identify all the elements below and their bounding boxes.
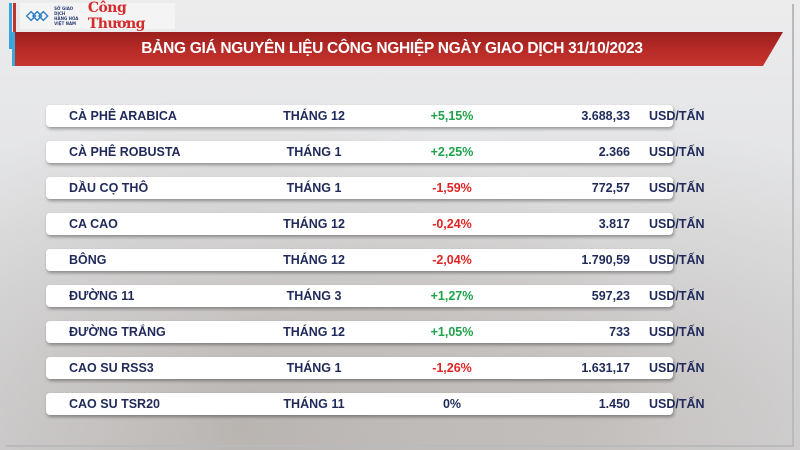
price-unit: USD/TẤN <box>649 217 705 231</box>
price-unit: USD/TẤN <box>649 325 705 339</box>
contract-month: THÁNG 12 <box>283 217 345 231</box>
logo: SỞ GIAO DỊCH HÀNG HÓA VIỆT NAM Công Thươ… <box>20 0 175 32</box>
commodity-name: CAO SU TSR20 <box>69 397 160 411</box>
price-change: -0,24% <box>432 217 472 231</box>
exchange-name: SỞ GIAO DỊCH HÀNG HÓA VIỆT NAM <box>54 6 79 26</box>
table-row: ĐƯỜNG TRẮNG THÁNG 12 +1,05% 733 USD/TẤN <box>46 321 705 343</box>
table-row: DẦU CỌ THÔ THÁNG 1 -1,59% 772,57 USD/TẤN <box>46 177 705 199</box>
commodity-name: BÔNG <box>69 253 107 267</box>
exchange-logo-icon <box>25 10 49 22</box>
price-unit: USD/TẤN <box>649 289 705 303</box>
contract-month: THÁNG 12 <box>283 325 345 339</box>
price-change: -1,59% <box>432 181 472 195</box>
table-row: ĐƯỜNG 11 THÁNG 3 +1,27% 597,23 USD/TẤN <box>46 285 705 307</box>
price-value: 1.790,59 <box>581 253 630 267</box>
price-unit: USD/TẤN <box>649 361 705 375</box>
commodity-name: DẦU CỌ THÔ <box>69 181 149 195</box>
price-value: 772,57 <box>591 181 630 195</box>
commodity-name: ĐƯỜNG 11 <box>69 289 135 303</box>
price-change: -1,26% <box>432 361 472 375</box>
contract-month: THÁNG 11 <box>283 397 345 411</box>
commodity-name: CÀ PHÊ ROBUSTA <box>69 145 181 159</box>
price-change: +2,25% <box>430 145 474 159</box>
table-row: CAO SU TSR20 THÁNG 11 0% 1.450 USD/TẤN <box>46 393 705 415</box>
price-unit: USD/TẤN <box>649 253 705 267</box>
price-value: 3.688,33 <box>581 109 630 123</box>
contract-month: THÁNG 1 <box>286 361 342 375</box>
price-value: 1.631,17 <box>581 361 630 375</box>
price-value: 3.817 <box>598 217 630 231</box>
table-row: CA CAO THÁNG 12 -0,24% 3.817 USD/TẤN <box>46 213 705 235</box>
price-unit: USD/TẤN <box>649 181 705 195</box>
price-unit: USD/TẤN <box>649 109 705 123</box>
contract-month: THÁNG 3 <box>286 289 342 303</box>
accent-bar-blue <box>9 3 12 49</box>
price-unit: USD/TẤN <box>649 397 705 411</box>
price-change: -2,04% <box>432 253 472 267</box>
price-value: 1.450 <box>598 397 630 411</box>
price-change: +1,27% <box>430 289 474 303</box>
commodity-name: ĐƯỜNG TRẮNG <box>69 325 166 339</box>
table-row: CÀ PHÊ ARABICA THÁNG 12 +5,15% 3.688,33 … <box>46 105 705 127</box>
accent-bar-red <box>13 3 16 49</box>
price-value: 2.366 <box>598 145 630 159</box>
contract-month: THÁNG 12 <box>283 109 345 123</box>
price-change: +5,15% <box>430 109 474 123</box>
page-title: BẢNG GIÁ NGUYÊN LIỆU CÔNG NGHIỆP NGÀY GI… <box>141 40 643 57</box>
commodity-name: CAO SU RSS3 <box>69 361 154 375</box>
contract-month: THÁNG 1 <box>286 145 342 159</box>
table-row: CÀ PHÊ ROBUSTA THÁNG 1 +2,25% 2.366 USD/… <box>46 141 705 163</box>
contract-month: THÁNG 1 <box>286 181 342 195</box>
header-banner <box>12 32 783 66</box>
price-value: 597,23 <box>591 289 630 303</box>
commodity-name: CÀ PHÊ ARABICA <box>69 109 177 123</box>
table-row: BÔNG THÁNG 12 -2,04% 1.790,59 USD/TẤN <box>46 249 705 271</box>
price-unit: USD/TẤN <box>649 145 705 159</box>
contract-month: THÁNG 12 <box>283 253 345 267</box>
frame-border <box>6 4 794 447</box>
table-row: CAO SU RSS3 THÁNG 1 -1,26% 1.631,17 USD/… <box>46 357 705 379</box>
commodity-name: CA CAO <box>69 217 118 231</box>
price-change: 0% <box>442 397 462 411</box>
price-value: 733 <box>609 325 630 339</box>
brand-name: Công Thương <box>87 0 146 32</box>
price-change: +1,05% <box>430 325 474 339</box>
